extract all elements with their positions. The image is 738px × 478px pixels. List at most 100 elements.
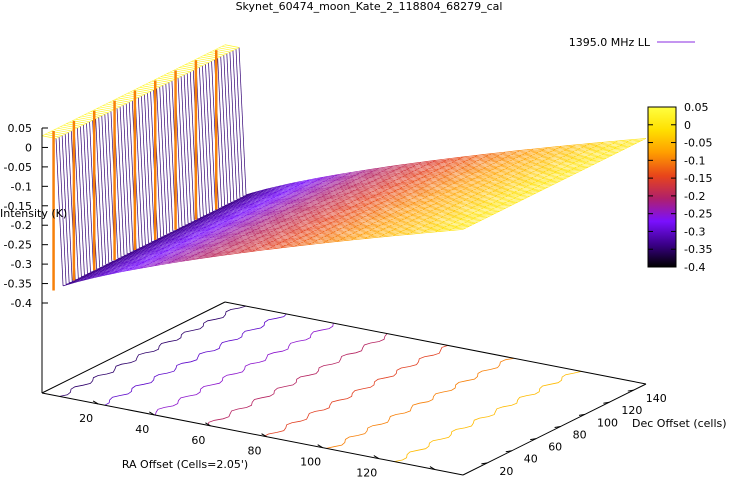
- surface-line: [490, 169, 499, 171]
- surface-line: [485, 191, 493, 194]
- surface-line: [268, 219, 276, 222]
- surface-line: [446, 194, 454, 196]
- colorbar-tick-label: -0.15: [684, 172, 712, 185]
- surface-line: [609, 151, 619, 157]
- surface-line: [247, 247, 255, 249]
- surface-line: [356, 198, 364, 201]
- surface-line: [486, 194, 494, 196]
- surface-line: [420, 166, 428, 169]
- z-tick-label: -0.2: [11, 219, 32, 232]
- surface-line: [556, 170, 564, 172]
- surface-line: [523, 178, 531, 180]
- surface-line: [473, 208, 481, 211]
- surface-line: [309, 178, 317, 181]
- surface-line: [450, 205, 458, 208]
- surface-line: [299, 239, 307, 242]
- surface-line: [329, 196, 337, 199]
- surface-line: [198, 246, 206, 249]
- surface-line: [177, 235, 185, 238]
- surface-line: [464, 185, 472, 187]
- surface-line: [375, 199, 383, 202]
- surface-line: [198, 215, 208, 221]
- surface-line: [308, 217, 316, 219]
- surface-line: [368, 226, 379, 232]
- surface-line: [283, 237, 291, 239]
- surface-line: [382, 174, 391, 177]
- surface-line: [488, 153, 496, 156]
- surface-line: [550, 173, 558, 175]
- surface-line: [439, 219, 449, 225]
- surface-line: [281, 183, 289, 187]
- surface-line: [253, 226, 261, 229]
- surface-line: [429, 225, 437, 227]
- surface-line: [451, 188, 459, 191]
- surface-line: [561, 145, 569, 147]
- surface-line: [317, 202, 325, 205]
- surface-line: [426, 209, 434, 211]
- surface-line: [377, 210, 387, 216]
- surface-line: [599, 149, 607, 151]
- surface-line: [428, 186, 436, 189]
- surface-line: [248, 224, 256, 227]
- surface-line: [231, 214, 240, 217]
- surface-line: [230, 233, 238, 236]
- surface-line: [558, 146, 566, 149]
- surface-line: [426, 182, 434, 184]
- surface-line: [333, 197, 341, 199]
- surface-line: [163, 259, 171, 262]
- surface-line: [195, 226, 203, 229]
- surface-line: [543, 150, 553, 156]
- surface-line: [569, 155, 577, 157]
- surface-line: [198, 218, 207, 222]
- surface-line: [263, 188, 272, 191]
- surface-line: [106, 260, 116, 266]
- surface-line: [281, 205, 289, 208]
- surface-line: [283, 211, 291, 214]
- surface-line: [473, 217, 481, 219]
- surface-line: [127, 264, 135, 267]
- surface-line: [196, 242, 205, 245]
- surface-line: [131, 252, 140, 255]
- surface-line: [475, 185, 483, 187]
- surface-line: [230, 202, 240, 208]
- surface-line: [408, 199, 416, 201]
- surface-line: [307, 229, 318, 235]
- surface-line: [205, 223, 213, 226]
- surface-line: [270, 206, 278, 209]
- surface-line: [403, 196, 411, 198]
- surface-line: [484, 172, 492, 174]
- surface-line: [275, 225, 283, 228]
- surface-line: [459, 182, 467, 184]
- surface-line: [402, 204, 410, 207]
- surface-line: [530, 166, 538, 168]
- surface-line: [575, 161, 583, 163]
- surface-line: [396, 212, 406, 218]
- surface-line: [509, 179, 517, 181]
- surface-line: [553, 152, 561, 154]
- surface-line: [311, 205, 319, 208]
- surface-line: [129, 267, 137, 270]
- surface-line: [188, 227, 196, 231]
- surface-line: [182, 259, 190, 262]
- surface-line: [221, 247, 229, 250]
- surface-line: [438, 192, 446, 195]
- surface-line: [401, 227, 409, 230]
- surface-line: [268, 196, 276, 199]
- surface-line: [259, 249, 267, 251]
- surface-line: [379, 166, 387, 169]
- surface-line: [294, 211, 302, 213]
- surface-line: [242, 236, 251, 239]
- surface-line: [516, 175, 526, 181]
- surface-line: [306, 188, 314, 191]
- surface-line: [340, 214, 348, 216]
- surface-line: [525, 183, 533, 185]
- surface-line: [252, 190, 261, 194]
- surface-line: [443, 195, 451, 198]
- surface-line: [485, 207, 495, 213]
- surface-line: [207, 226, 215, 229]
- surface-line: [412, 175, 420, 178]
- surface-line: [374, 216, 382, 218]
- surface-line: [258, 192, 266, 196]
- surface-line: [217, 247, 225, 249]
- surface-line: [382, 190, 390, 193]
